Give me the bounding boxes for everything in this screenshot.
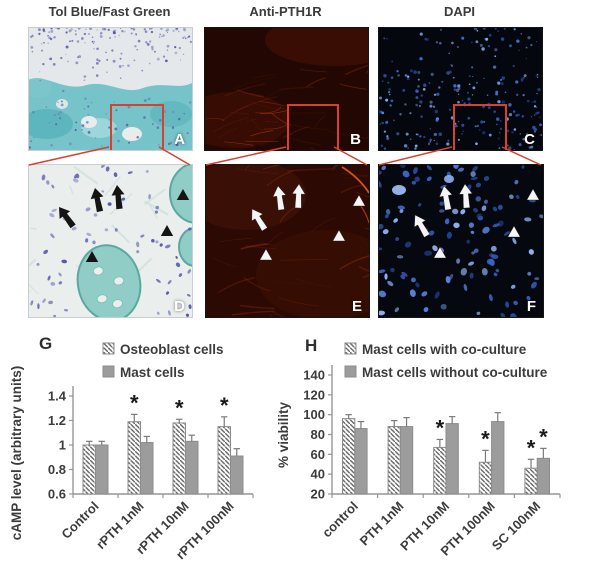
y-axis-label: cAMP level (arbitrary units) [9,366,24,541]
legend-swatch-solid [102,365,115,378]
bar-mast-cells-without-co-culture [445,423,459,495]
bar-mast-cells-without-co-culture [354,428,368,495]
panel-label: D [174,298,185,315]
panel-label: E [351,298,362,315]
significance-asterisk: * [436,415,445,440]
panel-label: C [524,131,535,148]
bar-osteoblast-cells [82,444,96,495]
arrowhead-icon [352,194,366,207]
arrow-icon [251,208,268,232]
bar-mast-cells-with-co-culture [387,426,401,495]
immunofluorescence-zoom-image [206,165,369,317]
y-tick-label: 100 [303,407,325,422]
panel-label: F [526,298,536,315]
micro-panel-e: E [205,164,370,318]
arrow-icon [90,188,104,213]
y-tick-label: 60 [311,447,325,462]
legend-label: Mast cells [120,365,185,380]
panel-label: G [39,334,52,353]
y-tick-label: 1 [59,438,66,453]
arrow-icon [59,207,76,229]
roi-box [287,104,339,150]
arrowhead-icon [433,246,447,259]
y-tick-label: 140 [303,368,325,383]
bar-mast-cells-without-co-culture [491,421,505,495]
y-tick-label: 80 [311,427,325,442]
arrowhead-icon [507,225,521,238]
y-tick-label: 1.4 [48,389,67,404]
significance-asterisk: * [527,435,536,460]
bar-mast-cells [230,455,244,495]
arrowhead-icon [259,248,273,261]
bar-mast-cells [140,442,154,495]
legend-label: Osteoblast cells [120,342,224,357]
panel-label: B [350,131,361,148]
roi-box [453,104,507,150]
x-tick-label: Control [58,499,101,542]
micro-panel-c: C [378,27,543,151]
micro-panel-f: F [378,164,544,318]
y-tick-label: 20 [311,487,325,502]
arrow-icon [439,185,453,211]
bar-mast-cells-without-co-culture [399,426,414,495]
arrow-icon [414,214,431,238]
bar-osteoblast-cells [127,421,141,495]
bar-mast-cells-without-co-culture [536,457,551,495]
dapi-zoom-image [379,165,543,317]
column-title-dapi: DAPI [443,4,476,19]
legend-label: Mast cells without co-culture [362,365,548,380]
y-tick-label: 0.6 [48,487,66,502]
bar-mast-cells-with-co-culture [478,461,493,495]
significance-asterisk: * [130,390,139,415]
dapi-image [379,28,542,150]
immunofluorescence-image [205,28,368,150]
arrowhead-icon [176,189,190,200]
legend-swatch-hatched [102,342,115,355]
roi-box [110,104,164,150]
bar-mast-cells [95,444,109,495]
y-tick-label: 40 [311,467,325,482]
arrow-icon [272,185,287,211]
bar-mast-cells-with-co-culture [524,467,538,495]
bar-mast-cells-with-co-culture [342,418,356,495]
significance-asterisk: * [175,395,184,420]
arrowhead-icon [160,225,174,236]
y-axis-label: % viability [278,402,291,469]
panel-label: H [305,336,317,355]
column-title-anti-pth1r: Anti-PTH1R [249,4,322,19]
histology-zoom-image [29,165,192,317]
bar-osteoblast-cells [217,426,231,495]
legend-swatch-solid [344,365,357,378]
arrow-icon [291,183,306,209]
bar-mast-cells-with-co-culture [433,446,447,495]
y-tick-label: 0.8 [48,462,66,477]
x-tick-label: control [319,499,361,541]
arrow-icon [458,183,473,209]
legend-label: Mast cells with co-culture [362,342,527,357]
x-tick-label: SC 100nM [489,499,544,554]
micro-panel-b: B [204,27,369,151]
significance-asterisk: * [539,424,548,449]
y-tick-label: 1.2 [48,413,66,428]
panel-label: A [174,131,185,148]
bar-mast-cells [185,440,199,495]
micro-panel-a: A [28,27,193,151]
arrow-icon [111,185,125,210]
arrowhead-icon [526,188,540,201]
arrowhead-icon [332,229,346,242]
significance-asterisk: * [220,393,229,418]
legend-swatch-hatched [344,342,357,355]
micro-panel-d: D [28,164,193,318]
bar-osteoblast-cells [172,422,186,495]
significance-asterisk: * [481,426,490,451]
y-tick-label: 120 [303,387,325,402]
arrowhead-icon [85,251,99,262]
column-title-tol-blue: Tol Blue/Fast Green [48,4,171,19]
